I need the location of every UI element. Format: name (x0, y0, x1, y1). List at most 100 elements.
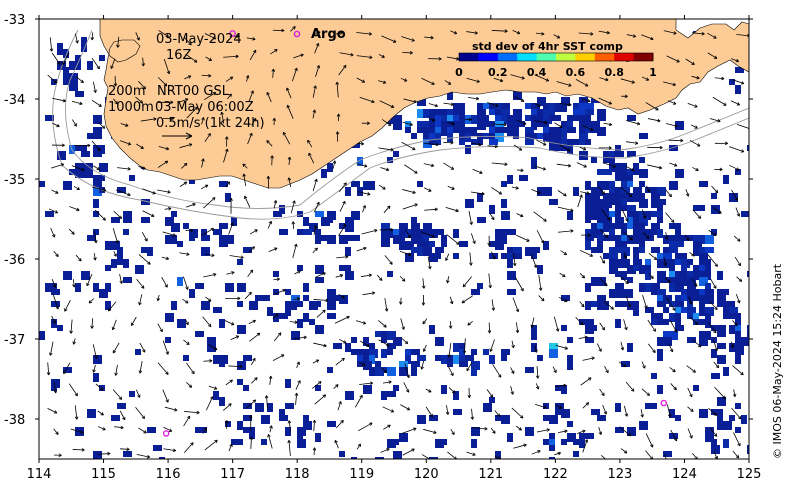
sst-data-cell (651, 187, 657, 196)
sst-data-cell (333, 295, 342, 301)
current-vector-head (713, 232, 717, 237)
sst-data-cell (693, 247, 699, 256)
sst-data-cell (435, 247, 444, 253)
sst-data-cell (675, 283, 684, 292)
current-vector-head (495, 103, 499, 108)
sst-data-cell (543, 127, 549, 136)
current-vector-head (461, 300, 466, 304)
current-vector (251, 118, 257, 126)
current-vector (599, 388, 605, 396)
sst-data-cell (705, 265, 711, 271)
sst-data-cell (663, 235, 669, 244)
sst-data-cell (585, 211, 591, 217)
sst-data-cell (675, 415, 681, 421)
sst-data-cell (483, 115, 489, 124)
sst-data-cell (705, 259, 711, 265)
current-vector-head (201, 158, 205, 162)
sst-data-cell (645, 403, 654, 409)
current-vector-head (504, 162, 508, 166)
current-vector (443, 102, 454, 105)
sst-data-cell (423, 241, 432, 250)
sst-data-cell (351, 211, 360, 220)
sst-data-cell (525, 127, 534, 136)
sst-data-cell (681, 271, 687, 280)
sst-data-cell (531, 247, 540, 253)
sst-data-cell (645, 229, 654, 235)
current-vector (339, 182, 347, 193)
sst-data-cell (603, 193, 609, 202)
current-vector (666, 404, 671, 418)
current-vector-head (538, 287, 543, 291)
current-vector (538, 274, 542, 291)
current-vector-head (113, 83, 118, 87)
current-vector (448, 387, 456, 394)
current-vector-head (589, 127, 594, 131)
argo-markers (162, 30, 668, 437)
current-vector-head (212, 36, 217, 40)
current-vector (378, 320, 387, 328)
current-vector (623, 231, 633, 241)
current-vector (579, 301, 585, 308)
sst-data-cell (675, 319, 681, 325)
sst-data-cell (633, 223, 639, 229)
sst-data-cell (591, 121, 600, 127)
current-vector (163, 448, 176, 452)
current-vector-head (230, 322, 235, 326)
sst-data-cell (597, 229, 603, 235)
current-vector (251, 377, 258, 384)
current-vector-head (487, 330, 492, 334)
current-vector-head (61, 143, 65, 148)
current-vector (645, 102, 659, 111)
sst-data-cell (597, 187, 603, 196)
current-vector (626, 34, 636, 37)
current-vector-head (90, 37, 95, 41)
sst-data-cell (477, 103, 483, 112)
current-vector-head (212, 197, 216, 201)
current-vector (665, 189, 672, 198)
sst-data-cell (93, 373, 99, 382)
sst-data-cell (369, 349, 378, 358)
sst-data-cell (561, 385, 567, 394)
sst-data-cell (147, 247, 153, 256)
current-vector (338, 64, 347, 76)
current-vector (120, 123, 129, 127)
sst-data-cell (471, 361, 480, 370)
sst-data-cell (489, 139, 498, 145)
current-vector-head (674, 329, 678, 333)
sst-data-cell (693, 235, 702, 244)
current-vector-head (627, 432, 632, 437)
sst-data-cell (591, 301, 597, 307)
current-vector-head (413, 99, 417, 104)
current-vector-head (451, 121, 455, 126)
sst-data-cell (123, 211, 132, 217)
sst-data-cell (177, 277, 183, 286)
current-vector (599, 77, 609, 81)
current-vector-head (274, 313, 279, 318)
current-vector-head (229, 379, 233, 383)
current-vector-head (297, 380, 301, 384)
sst-data-cell (543, 415, 552, 421)
current-vector (203, 360, 213, 362)
colorbar-tick-label: 0.6 (566, 66, 586, 79)
sst-data-cell (141, 247, 150, 253)
current-vector-head (110, 65, 114, 69)
sst-data-cell (621, 175, 627, 181)
current-vector-head (209, 359, 213, 363)
sst-data-cell (675, 307, 681, 313)
current-vector-head (245, 75, 250, 79)
current-vector-head (362, 205, 366, 209)
sst-data-cell (639, 217, 648, 226)
current-vector (201, 228, 214, 236)
current-vector-head (142, 349, 146, 353)
current-vector-head (322, 309, 326, 314)
current-vector-head (652, 349, 656, 354)
sst-data-cell (117, 247, 123, 256)
current-vector (70, 428, 84, 434)
sst-data-cell (573, 103, 579, 112)
current-vector (379, 100, 395, 108)
sst-data-cell (459, 361, 468, 367)
current-vector (645, 433, 654, 448)
sst-data-cell (597, 241, 603, 250)
current-vector-head (315, 43, 320, 47)
current-vector (600, 278, 608, 287)
